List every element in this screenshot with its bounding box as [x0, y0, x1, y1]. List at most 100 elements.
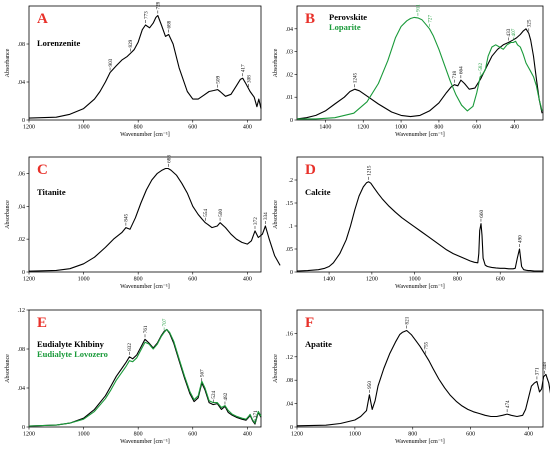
- y-tick-label: .04: [286, 27, 294, 33]
- x-tick-label: 400: [524, 432, 533, 438]
- y-tick-label: .04: [286, 402, 294, 408]
- series-name: Titanite: [37, 187, 66, 197]
- x-tick-label: 600: [472, 125, 481, 131]
- peak-label: 1245: [353, 72, 359, 83]
- series-line-0: [28, 14, 262, 119]
- peak-label: 688: [167, 20, 173, 28]
- peak-label: 821: [404, 316, 410, 324]
- peak-label: 761: [143, 325, 149, 333]
- peak-label: 372: [253, 217, 259, 225]
- y-tick-label: .03: [286, 50, 294, 56]
- x-tick-label: 600: [466, 432, 475, 438]
- x-tick-label: 1000: [349, 432, 361, 438]
- peak-label: 474: [505, 400, 511, 408]
- panel-letter: A: [37, 11, 48, 27]
- peak-label: 417: [241, 64, 247, 72]
- x-tick-label: 1000: [78, 125, 90, 131]
- peak-label: 567: [200, 369, 206, 377]
- peak-label: 308: [247, 75, 253, 83]
- x-tick-label: 1000: [78, 277, 90, 283]
- panel-letter: F: [305, 315, 314, 331]
- y-tick-label: .06: [18, 171, 26, 177]
- y-tick-label: .02: [286, 72, 294, 78]
- peak-label: 524: [211, 390, 217, 398]
- y-axis-label: Absorbance: [5, 354, 11, 383]
- peak-label: 845: [124, 213, 130, 221]
- panel-a: 1200 1000 800 600 400 0 .04 .08 Wavenumber [cm⁻¹…: [5, 1, 262, 138]
- peak-label: 554: [203, 209, 209, 217]
- x-tick-label: 800: [434, 125, 443, 131]
- x-tick-label: 1200: [366, 277, 378, 283]
- peak-label: 727: [427, 15, 433, 23]
- y-axis-label: Absorbance: [273, 354, 279, 383]
- y-tick-label: 0: [290, 270, 293, 276]
- series-line-0: [296, 28, 543, 120]
- peak-label: 829: [128, 39, 134, 47]
- y-tick-label: .12: [18, 308, 26, 314]
- x-tick-label: 600: [496, 277, 505, 283]
- x-tick-label: 400: [243, 125, 252, 131]
- x-axis-label: Wavenumber [cm⁻¹]: [120, 132, 170, 138]
- panel-letter: E: [37, 315, 47, 331]
- peak-label: 688: [167, 155, 173, 163]
- y-tick-label: .05: [286, 247, 294, 253]
- y-tick-label: .01: [286, 95, 294, 101]
- x-axis-label: Wavenumber [cm⁻¹]: [120, 284, 170, 290]
- peak-label: 664: [459, 66, 465, 74]
- series-line-0: [296, 329, 550, 427]
- peak-label: 371: [535, 367, 541, 375]
- plot-frame: [296, 156, 544, 273]
- y-tick-label: .02: [18, 237, 26, 243]
- y-tick-label: .08: [18, 42, 26, 48]
- peak-label: 325: [527, 19, 533, 27]
- y-tick-label: .1: [289, 224, 294, 230]
- panel-c: 1200 1000 800 600 400 0 .02 .04 .06 Wavenumber [c…: [5, 155, 281, 290]
- x-axis-label: Wavenumber [cm⁻¹]: [395, 132, 445, 138]
- y-tick-label: 0: [290, 118, 293, 124]
- y-tick-label: .04: [18, 204, 26, 210]
- series-name: Apatite: [305, 339, 332, 349]
- plot-frame: [28, 5, 262, 121]
- y-tick-label: .15: [286, 201, 294, 207]
- y-tick-label: .2: [289, 178, 294, 184]
- plot-frame: [296, 5, 544, 121]
- peak-label: 433: [506, 28, 512, 36]
- x-tick-label: 1200: [23, 277, 35, 283]
- y-tick-label: .04: [18, 386, 26, 392]
- peak-label: 582: [478, 62, 484, 70]
- y-tick-label: .08: [18, 347, 26, 353]
- series-name: Eudialyte Lovozero: [37, 349, 108, 359]
- y-axis-label: Absorbance: [273, 48, 279, 77]
- x-tick-label: 600: [188, 125, 197, 131]
- x-tick-label: 1200: [357, 125, 369, 131]
- x-tick-label: 1000: [78, 432, 90, 438]
- x-tick-label: 1400: [319, 125, 331, 131]
- y-tick-label: .12: [286, 355, 294, 361]
- y-axis-label: Absorbance: [5, 200, 11, 229]
- peak-label: 407: [511, 28, 517, 36]
- x-tick-label: 400: [243, 432, 252, 438]
- peak-label: 1215: [366, 165, 372, 176]
- x-tick-label: 1200: [23, 125, 35, 131]
- peak-label: 334: [263, 212, 269, 220]
- peak-label: 903: [108, 58, 114, 66]
- peak-label: 773: [143, 11, 149, 19]
- series-name: Eudialyte Khibiny: [37, 339, 105, 349]
- peak-label: 348: [542, 362, 548, 370]
- y-tick-label: 0: [22, 425, 25, 431]
- x-axis-label: Wavenumber [cm⁻¹]: [120, 439, 170, 445]
- panel-letter: D: [305, 162, 316, 178]
- series-line-0: [28, 328, 262, 427]
- plot-frame: [28, 156, 262, 273]
- plot-frame: [28, 309, 262, 428]
- peak-label: 371: [253, 410, 259, 418]
- x-tick-label: 800: [134, 432, 143, 438]
- peak-label: 482: [223, 392, 229, 400]
- y-tick-label: 0: [290, 425, 293, 431]
- peak-label: 911: [416, 4, 422, 12]
- peak-label: 500: [218, 209, 224, 217]
- y-tick-label: .08: [286, 378, 294, 384]
- y-axis-label: Absorbance: [5, 48, 11, 77]
- peak-label: 950: [367, 381, 373, 389]
- x-tick-label: 1200: [291, 432, 303, 438]
